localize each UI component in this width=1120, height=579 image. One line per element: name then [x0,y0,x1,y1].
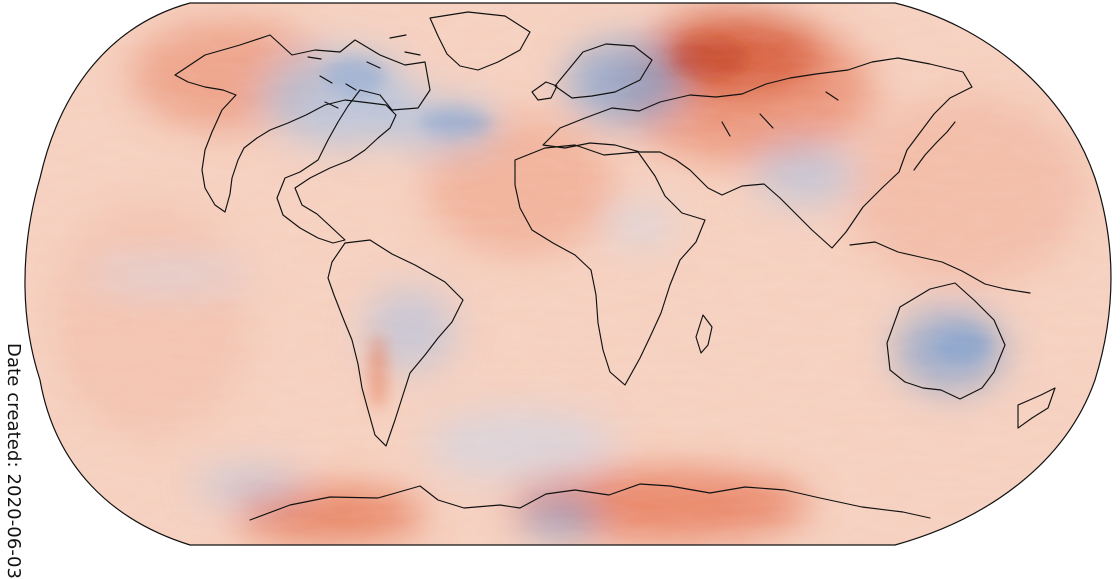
australia-coastline [886,282,1006,400]
antarctica-coastline [249,483,931,521]
canadian-arctic-islands-coastline [307,34,421,109]
date-created-label: Date created: 2020-06-03 [3,343,24,579]
madagascar-coastline [695,314,713,354]
eurasia-coastline [542,57,973,249]
new-zealand-coastline [1017,387,1056,429]
map-boundary [24,2,1112,546]
south-america-coastline [327,239,464,447]
southeast-asia-islands-coastline [849,241,1031,294]
inland-water-coastlines [721,91,839,137]
map-fill-layer [24,3,1111,545]
temperature-anomaly-map-figure [24,2,1112,546]
north-america-coastline [174,34,431,244]
scandinavia-coastline [554,43,653,99]
coastlines [174,11,1056,521]
british-isles-coastline [531,81,558,101]
africa-coastline [514,144,706,386]
texture-overlay [24,3,1111,545]
japan-coastline [913,121,956,171]
greenland-coastline [429,11,531,71]
temperature-anomaly-map [24,2,1112,546]
